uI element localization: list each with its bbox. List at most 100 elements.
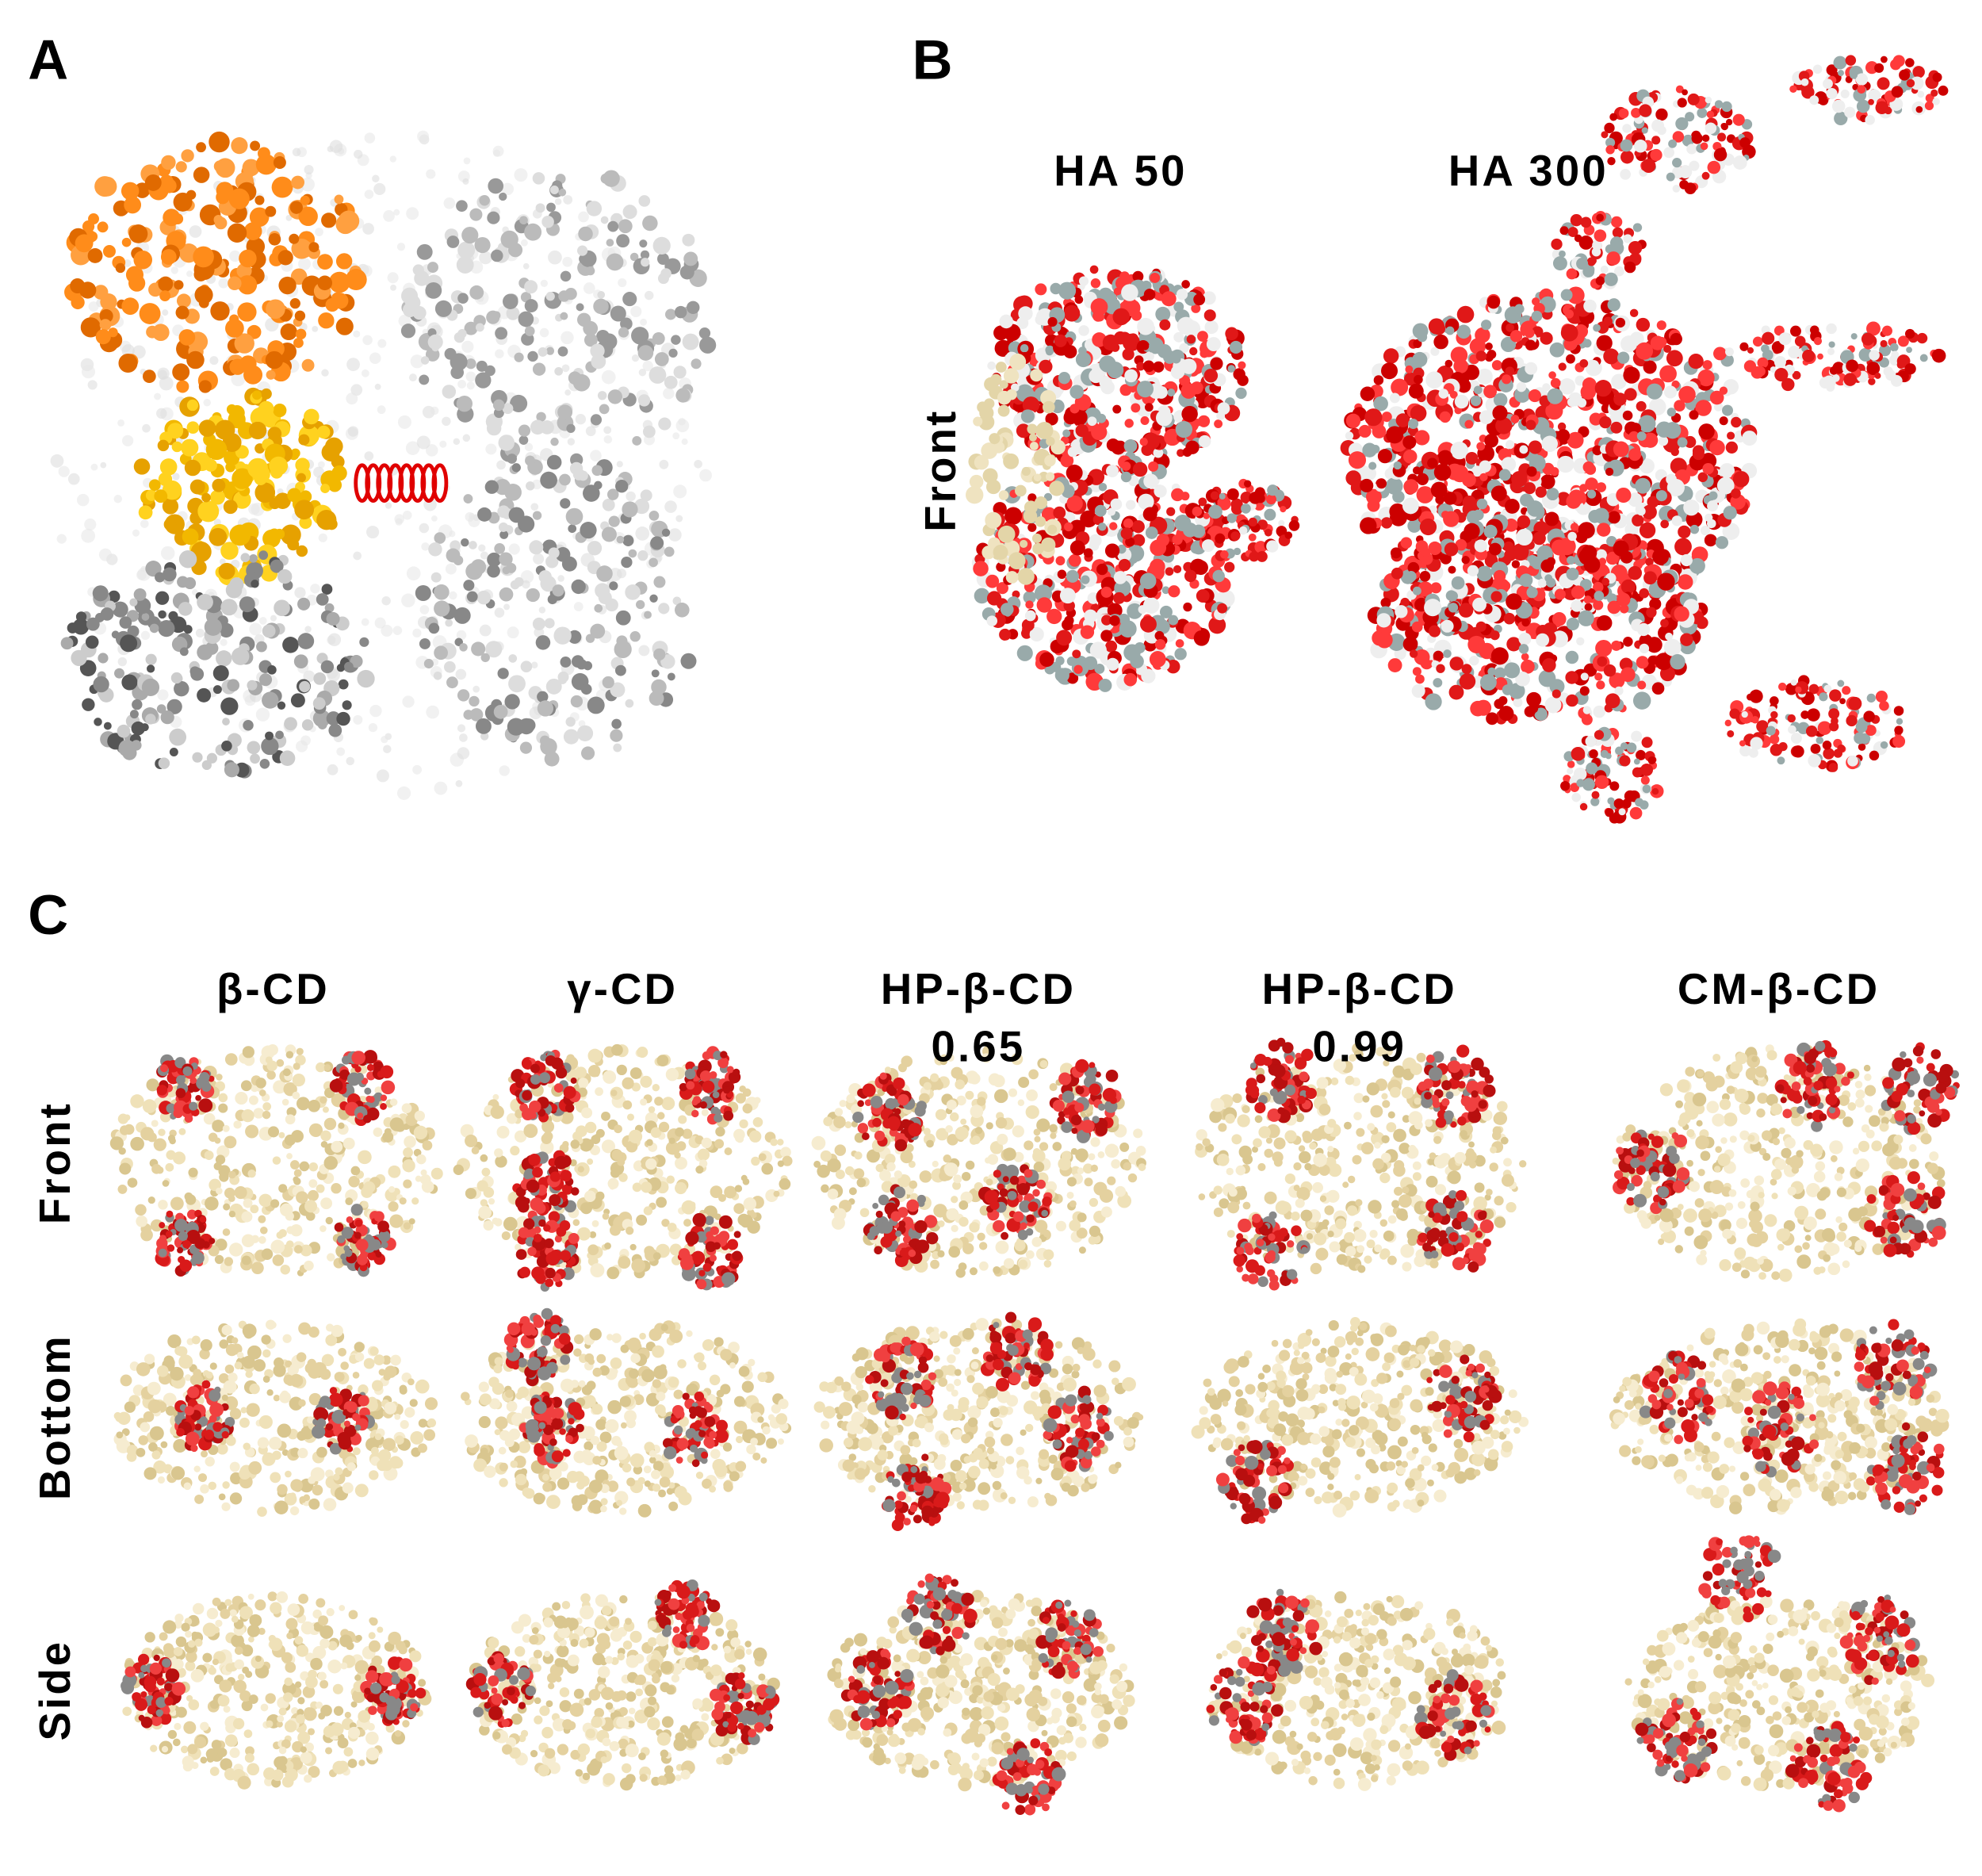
atom bbox=[1022, 396, 1040, 414]
atom bbox=[325, 1216, 333, 1225]
atom bbox=[1700, 142, 1708, 151]
atom bbox=[1567, 556, 1576, 565]
atom bbox=[1881, 325, 1892, 336]
atom bbox=[1364, 408, 1383, 427]
atom bbox=[1504, 548, 1517, 561]
atom bbox=[193, 246, 214, 268]
atom bbox=[1075, 351, 1092, 368]
atom bbox=[235, 1091, 248, 1105]
atom bbox=[590, 623, 606, 639]
atom bbox=[327, 1253, 335, 1262]
atom bbox=[1467, 565, 1479, 576]
atom bbox=[548, 250, 562, 265]
atom bbox=[1433, 334, 1448, 350]
atom bbox=[393, 209, 400, 216]
atom bbox=[526, 481, 535, 491]
atom bbox=[1214, 419, 1223, 429]
atom bbox=[406, 207, 419, 220]
atom bbox=[465, 358, 476, 369]
atom bbox=[1660, 618, 1669, 628]
atom bbox=[388, 1185, 396, 1193]
atom bbox=[1600, 265, 1609, 274]
atom bbox=[663, 388, 675, 400]
atom bbox=[160, 249, 177, 265]
atom bbox=[480, 732, 489, 741]
atom bbox=[1197, 331, 1208, 343]
atom bbox=[99, 319, 112, 331]
atom bbox=[622, 292, 637, 307]
atom bbox=[266, 1070, 276, 1080]
atom bbox=[1096, 563, 1108, 576]
atom bbox=[1616, 487, 1632, 503]
atom bbox=[478, 544, 486, 552]
atom bbox=[193, 167, 210, 183]
atom bbox=[1360, 386, 1376, 401]
atom bbox=[1143, 289, 1156, 301]
atom bbox=[1171, 488, 1184, 502]
atom bbox=[518, 424, 531, 437]
atom bbox=[1380, 517, 1393, 529]
atom bbox=[132, 529, 140, 537]
atom bbox=[376, 769, 389, 783]
atom bbox=[1607, 511, 1620, 524]
atom bbox=[1454, 394, 1469, 409]
atom bbox=[266, 299, 285, 320]
atom bbox=[221, 740, 232, 752]
atom bbox=[1899, 69, 1911, 81]
atom bbox=[457, 329, 467, 339]
atom bbox=[1751, 366, 1764, 379]
atom bbox=[131, 740, 142, 751]
atom bbox=[262, 1110, 271, 1120]
atom bbox=[1720, 123, 1728, 131]
atom bbox=[172, 363, 190, 381]
atom bbox=[1020, 539, 1028, 548]
atom bbox=[667, 672, 675, 681]
atom bbox=[1566, 354, 1575, 364]
atom bbox=[192, 752, 203, 763]
atom bbox=[498, 522, 508, 532]
atom bbox=[144, 1231, 152, 1239]
atom bbox=[1619, 755, 1631, 767]
atom bbox=[81, 528, 96, 543]
atom bbox=[1476, 498, 1488, 510]
atom bbox=[485, 443, 497, 455]
atom bbox=[1635, 477, 1651, 494]
atom bbox=[131, 721, 146, 736]
atom bbox=[557, 575, 564, 582]
atom bbox=[1044, 454, 1056, 467]
atom bbox=[1284, 531, 1293, 539]
atom bbox=[1605, 467, 1614, 477]
atom bbox=[1567, 768, 1574, 775]
atom bbox=[1091, 423, 1108, 441]
atom bbox=[1551, 539, 1567, 556]
atom bbox=[1472, 597, 1486, 612]
atom bbox=[186, 421, 200, 434]
atom bbox=[1637, 622, 1651, 637]
atom bbox=[610, 682, 626, 698]
atom bbox=[400, 324, 416, 339]
atom bbox=[210, 301, 230, 321]
atom bbox=[58, 465, 70, 477]
grey-domain bbox=[60, 550, 375, 779]
atom bbox=[1632, 691, 1651, 710]
atom bbox=[1906, 346, 1912, 354]
atom bbox=[1506, 593, 1522, 611]
atom bbox=[1238, 361, 1246, 369]
atom bbox=[240, 553, 251, 563]
atom bbox=[678, 417, 686, 426]
atom bbox=[421, 542, 430, 551]
atom bbox=[1879, 700, 1889, 711]
atom bbox=[633, 498, 650, 515]
atom bbox=[1192, 524, 1206, 538]
atom bbox=[1175, 639, 1184, 648]
atom bbox=[632, 436, 642, 446]
atom bbox=[1632, 223, 1643, 232]
atom bbox=[457, 747, 470, 760]
atom bbox=[683, 251, 698, 266]
atom bbox=[1863, 710, 1875, 722]
atom bbox=[1506, 323, 1514, 332]
atom bbox=[1046, 472, 1055, 481]
atom bbox=[613, 743, 622, 752]
atom bbox=[1167, 389, 1176, 397]
atom bbox=[484, 480, 499, 494]
